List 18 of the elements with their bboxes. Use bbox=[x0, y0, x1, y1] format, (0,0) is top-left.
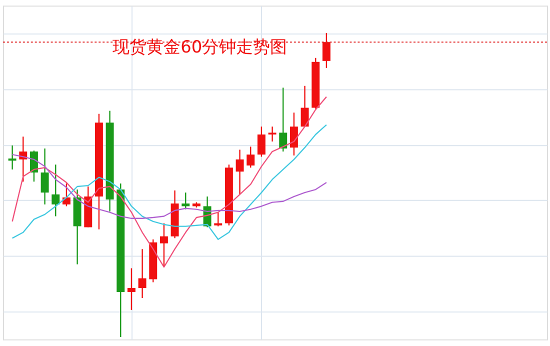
candlestick bbox=[52, 164, 60, 217]
candlestick bbox=[268, 126, 276, 142]
candlestick bbox=[62, 182, 70, 207]
candlestick bbox=[40, 148, 49, 206]
candlestick bbox=[8, 144, 16, 170]
candlestick bbox=[127, 268, 136, 311]
candlestick bbox=[236, 149, 244, 195]
candlestick bbox=[279, 87, 288, 152]
candlestick bbox=[246, 146, 255, 168]
candlestick bbox=[290, 112, 298, 156]
candlestick bbox=[160, 222, 168, 268]
candlestick bbox=[182, 192, 190, 210]
candlestick bbox=[214, 212, 222, 227]
candlestick bbox=[300, 85, 309, 128]
candlestick bbox=[322, 32, 330, 69]
candlestick bbox=[257, 126, 266, 158]
chart-title: 现货黄金60分钟走势图 bbox=[112, 36, 288, 56]
candlestick bbox=[138, 248, 146, 299]
